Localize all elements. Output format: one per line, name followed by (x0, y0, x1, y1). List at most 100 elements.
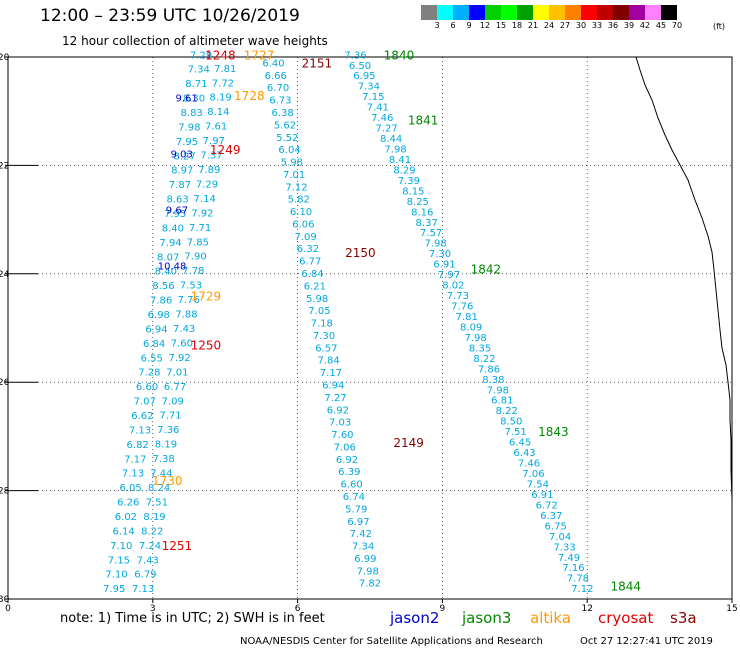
wave-height-value: 6.94 (322, 381, 344, 392)
wave-height-value: 6.21 (304, 281, 326, 292)
wave-height-value: 6.72 (536, 500, 558, 511)
color-scale-label: 6 (450, 21, 456, 30)
wave-height-value: 7.13 (129, 425, 151, 436)
wave-height-value: 7.30 (313, 331, 335, 342)
x-tick-label: 0 (5, 604, 11, 614)
wave-height-value: 8.02 (442, 281, 464, 292)
wave-height-value: 7.07 (134, 397, 156, 408)
wave-height-value: 6.94 (145, 324, 167, 335)
wave-height-value: 7.95 (103, 584, 125, 595)
pass-number-label: 1250 (191, 338, 222, 352)
wave-height-value: 7.15 (108, 555, 130, 566)
color-scale-labels: 3 6 9 12 15 18 21 24 27 30 33 36 39 42 45 70 (421, 21, 685, 30)
wave-height-value: 6.10 (290, 207, 312, 218)
color-scale-label: 36 (607, 21, 619, 30)
wave-height-value: 7.82 (359, 579, 381, 590)
wave-height-value: 7.53 (180, 281, 202, 292)
wave-height-value: 7.78 (567, 574, 589, 585)
wave-height-value: 7.17 (320, 368, 342, 379)
wave-height-value: 5.62 (274, 120, 296, 131)
wave-height-value: 5.52 (276, 133, 298, 144)
wave-height-value: 8.41 (389, 155, 411, 166)
wave-height-value: 7.81 (214, 64, 236, 75)
wave-height-value: 7.10 (105, 570, 127, 581)
color-scale-label: 42 (639, 21, 651, 30)
color-scale-label: 70 (671, 21, 683, 30)
wave-height-value: 7.05 (308, 306, 330, 317)
y-tick-label: -28 (0, 487, 10, 497)
wave-height-value: 8.35 (469, 343, 491, 354)
wave-height-value: 7.98 (178, 122, 200, 133)
wave-height-value: 7.97 (203, 136, 225, 147)
color-scale-cell (437, 5, 453, 20)
wave-height-value: 7.51 (505, 427, 527, 438)
wave-height-value: 7.27 (376, 124, 398, 135)
wave-height-value: 7.60 (331, 430, 353, 441)
wave-height-value: 7.39 (398, 176, 420, 187)
color-scale-cell (517, 5, 533, 20)
wave-height-value: 6.38 (272, 108, 294, 119)
satellite-track: 7.81 7.72 8.19 8.14 7.61 7.97 7.37 7.89 7.29 7.14… (132, 64, 236, 595)
wave-height-value: 6.26 (117, 498, 139, 509)
wave-height-value: 8.97 (171, 166, 193, 177)
wave-height-value: 6.79 (134, 570, 156, 581)
wave-height-value: 6.60 (340, 480, 362, 491)
wave-height-value: 8.44 (380, 134, 402, 145)
wave-height-value: 7.01 (166, 367, 188, 378)
color-scale-label: 15 (495, 21, 507, 30)
color-scale-label: 3 (434, 21, 440, 30)
wave-height-value: 7.06 (334, 442, 356, 453)
wave-height-value: 7.92 (191, 208, 213, 219)
color-scale-cell (501, 5, 517, 20)
color-scale-bar (421, 5, 677, 20)
wave-height-value: 6.32 (297, 244, 319, 255)
pass-number-label: 1248 (205, 48, 236, 62)
wave-height-value: 7.29 (190, 50, 212, 61)
wave-height-value: 7.29 (196, 179, 218, 190)
note-text: note: 1) Time is in UTC; 2) SWH is in fe… (60, 611, 325, 626)
color-scale-cell (581, 5, 597, 20)
wave-height-value: 7.38 (153, 454, 175, 465)
wave-height-value: 7.15 (362, 92, 384, 103)
pass-number-label: 1729 (191, 289, 222, 303)
wave-height-value: 5.79 (345, 504, 367, 515)
wave-height-value: 8.07 (157, 252, 179, 263)
wave-height-value: 7.87 (169, 180, 191, 191)
wave-height-value: 7.42 (350, 529, 372, 540)
wave-height-value: 6.62 (131, 411, 153, 422)
x-tick-label: 9 (440, 604, 446, 614)
pass-number-label: 1727 (244, 48, 275, 62)
x-tick-label: 12 (581, 604, 592, 614)
wave-height-value: 7.10 (110, 541, 132, 552)
legend-entry-s3a: s3a (670, 609, 697, 627)
color-scale-cell (453, 5, 469, 20)
wave-height-value: 8.22 (473, 354, 495, 365)
wave-height-value: 7.49 (558, 553, 580, 564)
y-tick-label: -26 (0, 378, 10, 388)
wave-height-value: 7.81 (456, 312, 478, 323)
wave-height-value: 7.44 (150, 469, 172, 480)
wave-height-value: 7.98 (384, 145, 406, 156)
wave-height-value: 7.37 (200, 151, 222, 162)
color-scale-label: 45 (655, 21, 667, 30)
wave-height-value: 7.73 (447, 291, 469, 302)
legend-entry-jason3: jason3 (462, 609, 512, 627)
wave-height-value: 7.76 (178, 295, 200, 306)
wave-height-value: 6.40 (262, 58, 284, 69)
wave-height-value: 7.84 (317, 356, 339, 367)
wave-height-value: 6.74 (343, 492, 365, 503)
wave-height-value: 8.50 (500, 417, 522, 428)
wave-height-value: 8.29 (393, 165, 415, 176)
pass-number-label: 1251 (162, 539, 193, 553)
wave-height-value: 7.95 (176, 137, 198, 148)
wave-height-value: 7.90 (184, 252, 206, 263)
wave-height-value: 9.61 (175, 94, 197, 105)
satellite-track: 7.29 7.34 8.71 8.30 8.83 7.98 7.95 8.27 8.97 7.87… (103, 50, 212, 595)
wave-height-value: 5.82 (288, 195, 310, 206)
wave-height-value: 7.78 (182, 266, 204, 277)
wave-height-value: 8.19 (155, 440, 177, 451)
wave-height-value: 7.36 (344, 50, 366, 61)
pass-number-label: 1249 (210, 143, 241, 157)
wave-height-value: 7.04 (549, 532, 571, 543)
wave-height-value: 7.95 (164, 209, 186, 220)
